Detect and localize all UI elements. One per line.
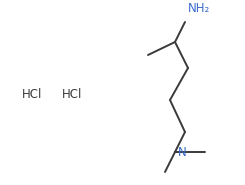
Text: NH₂: NH₂ (188, 2, 210, 15)
Text: HCl: HCl (62, 88, 82, 102)
Text: N: N (178, 145, 187, 159)
Text: HCl: HCl (22, 88, 42, 102)
